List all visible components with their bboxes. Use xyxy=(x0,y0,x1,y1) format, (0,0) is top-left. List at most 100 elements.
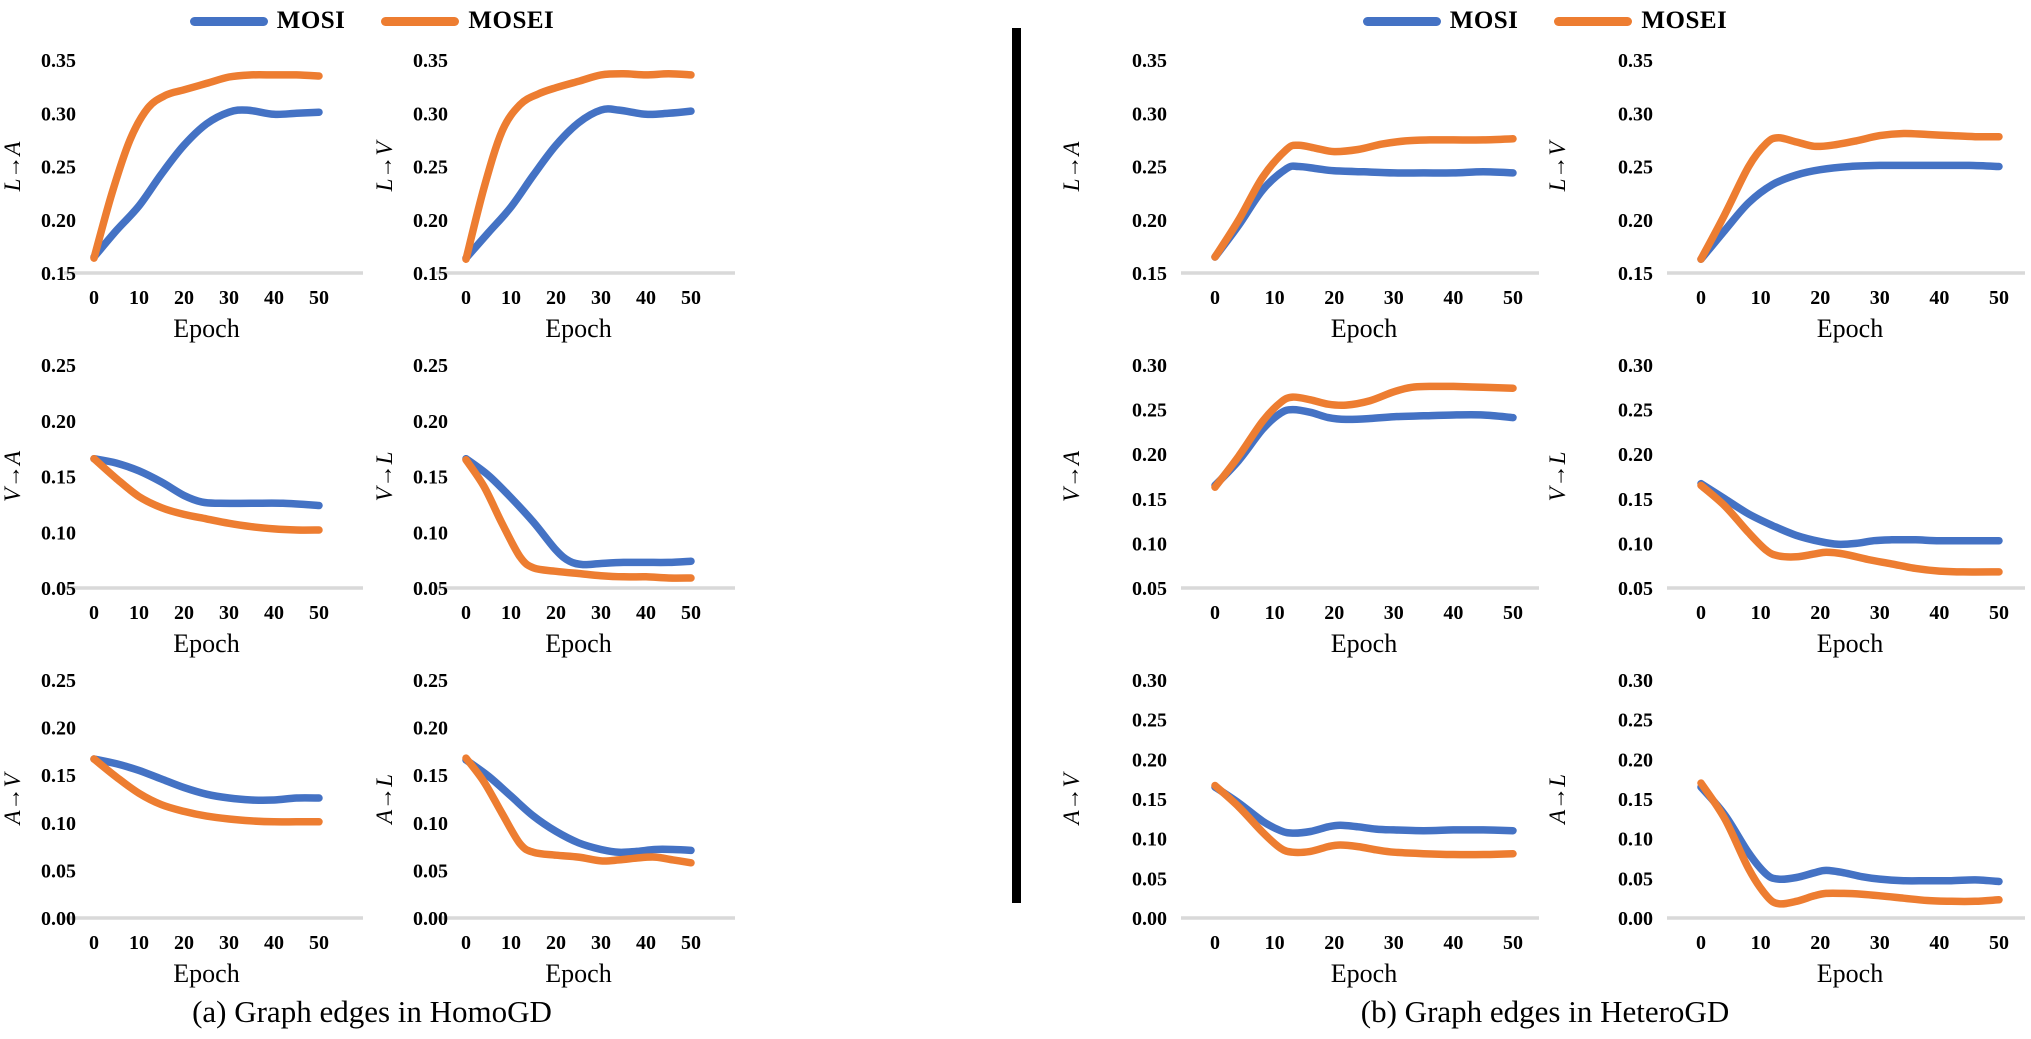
svg-text:50: 50 xyxy=(309,602,329,624)
svg-text:10: 10 xyxy=(501,602,521,624)
chart-homogd-v-to-l: 0.25 0.20 0.15 0.10 0.05 0 10 20 30 40 50 Epoch V→L xyxy=(372,355,735,658)
svg-text:0: 0 xyxy=(461,932,471,954)
mosei-line-swatch xyxy=(1554,16,1633,26)
svg-text:Epoch: Epoch xyxy=(1817,314,1883,343)
svg-text:50: 50 xyxy=(681,932,701,954)
svg-text:20: 20 xyxy=(546,602,566,624)
svg-text:0.15: 0.15 xyxy=(1132,789,1167,811)
mosi-line-swatch xyxy=(189,16,268,26)
legend-item-mosei: MOSEI xyxy=(1554,7,1727,35)
svg-text:10: 10 xyxy=(1265,932,1285,954)
svg-text:0.25: 0.25 xyxy=(413,670,448,692)
svg-text:0: 0 xyxy=(89,287,99,309)
svg-text:0.15: 0.15 xyxy=(41,765,76,787)
svg-text:0: 0 xyxy=(461,602,471,624)
svg-text:10: 10 xyxy=(1751,932,1771,954)
svg-text:50: 50 xyxy=(681,287,701,309)
svg-text:30: 30 xyxy=(1870,602,1890,624)
svg-text:L→A: L→A xyxy=(0,141,25,193)
svg-text:0.15: 0.15 xyxy=(413,765,448,787)
legend-label-mosei: MOSEI xyxy=(1641,7,1728,34)
svg-text:0: 0 xyxy=(89,602,99,624)
svg-text:0: 0 xyxy=(1696,287,1706,309)
svg-text:20: 20 xyxy=(1324,932,1344,954)
chart-heterogd-a-to-l: 0.30 0.25 0.20 0.15 0.10 0.05 0.00 0 10 20 30 40 50 E… xyxy=(1545,670,2025,988)
svg-text:30: 30 xyxy=(219,932,239,954)
panel-heterogd: MOSI MOSEI 0.35 0.30 0.25 0.20 0.15 0 10 20 30 40… xyxy=(1021,0,2031,1039)
legend-label-mosi: MOSI xyxy=(1449,7,1519,34)
svg-text:0.25: 0.25 xyxy=(1132,710,1167,732)
svg-text:50: 50 xyxy=(309,932,329,954)
svg-text:20: 20 xyxy=(546,932,566,954)
svg-text:0.25: 0.25 xyxy=(41,355,76,377)
chart-homogd-a-to-l: 0.25 0.20 0.15 0.10 0.05 0.00 0 10 20 30 40 50 Epoch… xyxy=(372,670,735,988)
svg-text:0.20: 0.20 xyxy=(1132,444,1167,466)
svg-text:0: 0 xyxy=(89,932,99,954)
svg-text:0.20: 0.20 xyxy=(1618,210,1653,232)
svg-text:10: 10 xyxy=(1265,602,1285,624)
svg-text:30: 30 xyxy=(219,287,239,309)
svg-text:10: 10 xyxy=(129,932,149,954)
svg-text:0.00: 0.00 xyxy=(1132,908,1167,930)
svg-text:Epoch: Epoch xyxy=(545,629,611,658)
svg-text:0.15: 0.15 xyxy=(1132,263,1167,285)
svg-text:30: 30 xyxy=(1870,287,1890,309)
svg-text:40: 40 xyxy=(1929,602,1949,624)
svg-text:0: 0 xyxy=(1210,287,1220,309)
svg-text:0.15: 0.15 xyxy=(41,467,76,489)
svg-text:0.20: 0.20 xyxy=(41,718,76,740)
svg-text:20: 20 xyxy=(546,287,566,309)
svg-text:30: 30 xyxy=(1384,287,1404,309)
svg-text:0.15: 0.15 xyxy=(413,263,448,285)
svg-text:0.20: 0.20 xyxy=(1618,749,1653,771)
svg-text:0.05: 0.05 xyxy=(41,578,76,600)
svg-text:0.10: 0.10 xyxy=(1132,829,1167,851)
svg-text:L→V: L→V xyxy=(372,139,397,193)
svg-text:0.20: 0.20 xyxy=(41,210,76,232)
svg-text:Epoch: Epoch xyxy=(545,959,611,988)
svg-text:40: 40 xyxy=(1929,287,1949,309)
svg-text:10: 10 xyxy=(129,602,149,624)
svg-text:20: 20 xyxy=(174,602,194,624)
svg-text:0.15: 0.15 xyxy=(1618,263,1653,285)
svg-text:40: 40 xyxy=(264,932,284,954)
legend-item-mosi: MOSI xyxy=(1362,7,1519,35)
svg-text:0: 0 xyxy=(461,287,471,309)
legend-label-mosei: MOSEI xyxy=(468,7,555,34)
svg-text:0: 0 xyxy=(1696,602,1706,624)
svg-text:V→A: V→A xyxy=(1059,450,1084,502)
chart-homogd-l-to-v: 0.35 0.30 0.25 0.20 0.15 0 10 20 30 40 50 Epoch L→V xyxy=(372,50,735,343)
chart-homogd-v-to-a: 0.25 0.20 0.15 0.10 0.05 0 10 20 30 40 50 Epoch V→A xyxy=(0,355,363,658)
svg-text:Epoch: Epoch xyxy=(1817,629,1883,658)
legend-label-mosi: MOSI xyxy=(276,7,346,34)
svg-text:0.05: 0.05 xyxy=(1618,868,1653,890)
chart-heterogd-v-to-l: 0.30 0.25 0.20 0.15 0.10 0.05 0 10 20 30 40 50 Epoch… xyxy=(1545,355,2025,658)
svg-text:0.05: 0.05 xyxy=(1132,578,1167,600)
svg-text:0.35: 0.35 xyxy=(1618,50,1653,72)
svg-text:50: 50 xyxy=(309,287,329,309)
svg-text:30: 30 xyxy=(1384,602,1404,624)
chart-heterogd-l-to-v: 0.35 0.30 0.25 0.20 0.15 0 10 20 30 40 50 Epoch L→V xyxy=(1545,50,2025,343)
svg-text:10: 10 xyxy=(129,287,149,309)
legend-homogd: MOSI MOSEI xyxy=(0,0,744,42)
svg-text:0.20: 0.20 xyxy=(1132,749,1167,771)
svg-text:0: 0 xyxy=(1696,932,1706,954)
svg-text:0.30: 0.30 xyxy=(1132,103,1167,125)
svg-text:0.25: 0.25 xyxy=(1618,400,1653,422)
svg-text:0.35: 0.35 xyxy=(1132,50,1167,72)
svg-text:0.15: 0.15 xyxy=(1618,489,1653,511)
svg-text:50: 50 xyxy=(681,602,701,624)
svg-text:0.25: 0.25 xyxy=(1132,157,1167,179)
svg-text:0.05: 0.05 xyxy=(1132,868,1167,890)
svg-text:50: 50 xyxy=(1989,287,2009,309)
svg-text:30: 30 xyxy=(591,602,611,624)
svg-text:V→L: V→L xyxy=(372,452,397,502)
svg-text:40: 40 xyxy=(1443,287,1463,309)
svg-text:0.10: 0.10 xyxy=(1132,533,1167,555)
svg-text:0.10: 0.10 xyxy=(1618,533,1653,555)
svg-text:0.00: 0.00 xyxy=(41,908,76,930)
svg-text:10: 10 xyxy=(501,287,521,309)
svg-text:20: 20 xyxy=(1810,602,1830,624)
svg-text:0.25: 0.25 xyxy=(413,157,448,179)
